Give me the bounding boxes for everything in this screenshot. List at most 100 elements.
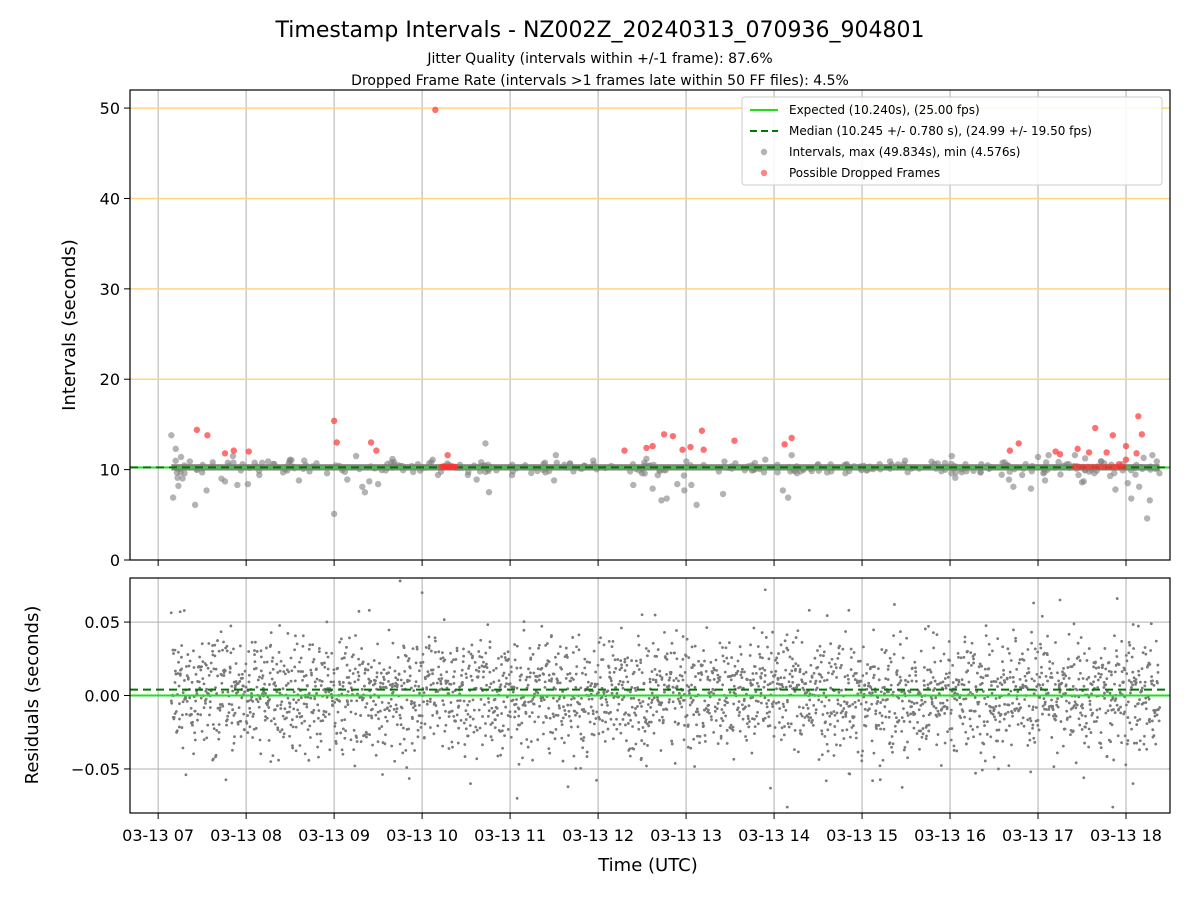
residual-point bbox=[628, 690, 632, 694]
residual-point bbox=[345, 663, 349, 667]
residual-point bbox=[435, 710, 439, 713]
residual-point bbox=[234, 680, 238, 683]
residual-point bbox=[244, 662, 248, 666]
residual-point bbox=[443, 729, 447, 733]
interval-point bbox=[1022, 460, 1029, 468]
residual-point bbox=[262, 660, 266, 664]
residual-point bbox=[370, 716, 374, 720]
residual-point bbox=[616, 658, 620, 661]
residual-point bbox=[621, 718, 625, 721]
residual-point bbox=[1085, 659, 1089, 662]
residual-point bbox=[640, 756, 643, 760]
residual-point bbox=[361, 660, 365, 664]
residual-point bbox=[922, 714, 925, 718]
residual-point bbox=[253, 640, 257, 644]
residual-point bbox=[960, 678, 964, 682]
residual-point bbox=[557, 704, 561, 708]
residual-point bbox=[809, 716, 813, 720]
residual-point bbox=[945, 698, 949, 702]
residual-point bbox=[481, 675, 485, 679]
residual-point bbox=[489, 735, 493, 739]
residual-point bbox=[530, 711, 534, 715]
residual-point bbox=[294, 749, 298, 753]
residual-point bbox=[471, 654, 475, 658]
residual-point bbox=[298, 660, 301, 664]
residual-point bbox=[710, 718, 713, 722]
residual-point bbox=[1002, 668, 1005, 672]
interval-point bbox=[382, 467, 389, 474]
residual-point bbox=[532, 702, 536, 706]
residual-point bbox=[181, 700, 185, 704]
residual-point bbox=[581, 746, 585, 750]
residual-point bbox=[1150, 675, 1154, 679]
residual-point bbox=[1009, 659, 1013, 662]
chart-title: Timestamp Intervals - NZ002Z_20240313_07… bbox=[275, 18, 925, 43]
residual-point bbox=[702, 724, 705, 728]
residual-point bbox=[318, 732, 322, 736]
residual-point bbox=[595, 778, 598, 782]
residual-point bbox=[364, 667, 367, 671]
residual-point bbox=[980, 768, 984, 772]
residual-point bbox=[439, 673, 443, 677]
residual-point bbox=[480, 655, 484, 659]
residual-point bbox=[711, 671, 715, 675]
residual-point bbox=[301, 634, 305, 638]
residual-point bbox=[686, 723, 690, 727]
residual-point bbox=[202, 682, 206, 686]
x-tick-label: 03-13 07 bbox=[122, 826, 194, 845]
residual-point bbox=[477, 708, 481, 712]
residual-point bbox=[1034, 656, 1038, 660]
residual-point bbox=[270, 659, 274, 663]
residual-point bbox=[644, 647, 648, 650]
residual-point bbox=[921, 732, 925, 736]
residual-point bbox=[1046, 691, 1050, 695]
residual-point bbox=[662, 718, 665, 722]
interval-point bbox=[313, 460, 320, 467]
interval-point bbox=[762, 456, 769, 463]
residual-point bbox=[783, 725, 786, 728]
residual-point bbox=[468, 724, 472, 727]
residual-point bbox=[742, 697, 746, 701]
residual-point bbox=[1122, 680, 1125, 684]
dropped-frame-point bbox=[1109, 432, 1117, 439]
residual-point bbox=[338, 682, 342, 686]
residual-point bbox=[647, 649, 651, 653]
residual-point bbox=[791, 657, 794, 661]
residual-point bbox=[809, 663, 813, 667]
residual-point bbox=[234, 662, 238, 665]
residual-point bbox=[703, 740, 707, 743]
residual-point bbox=[449, 651, 452, 655]
residual-point bbox=[1119, 711, 1123, 715]
residual-point bbox=[761, 656, 764, 660]
residual-point bbox=[464, 709, 468, 713]
residual-point bbox=[894, 730, 898, 733]
residual-point bbox=[876, 696, 880, 700]
residual-point bbox=[1055, 751, 1059, 755]
residual-point bbox=[418, 691, 421, 695]
residual-point bbox=[868, 707, 871, 711]
residual-point bbox=[999, 712, 1003, 716]
legend-marker bbox=[760, 169, 768, 177]
residual-point bbox=[217, 723, 221, 726]
residual-point bbox=[728, 690, 732, 694]
residual-point bbox=[794, 636, 798, 639]
residual-point bbox=[799, 712, 803, 716]
residual-point bbox=[898, 681, 902, 685]
residual-point bbox=[938, 713, 942, 717]
residual-point bbox=[374, 703, 378, 707]
residual-point bbox=[649, 705, 653, 709]
residual-point bbox=[464, 672, 468, 676]
residual-point bbox=[421, 652, 425, 656]
residual-point bbox=[604, 698, 608, 701]
residual-point bbox=[706, 675, 710, 679]
interval-point bbox=[876, 460, 883, 468]
residual-point bbox=[778, 707, 782, 710]
residual-point bbox=[415, 647, 419, 651]
residual-point bbox=[372, 699, 375, 703]
residual-point bbox=[1116, 734, 1120, 738]
residual-point bbox=[819, 653, 822, 657]
residual-point bbox=[1028, 731, 1031, 735]
residual-point bbox=[606, 704, 609, 707]
residual-point bbox=[186, 677, 190, 681]
legend-entry-label: Expected (10.240s), (25.00 fps) bbox=[789, 103, 980, 117]
